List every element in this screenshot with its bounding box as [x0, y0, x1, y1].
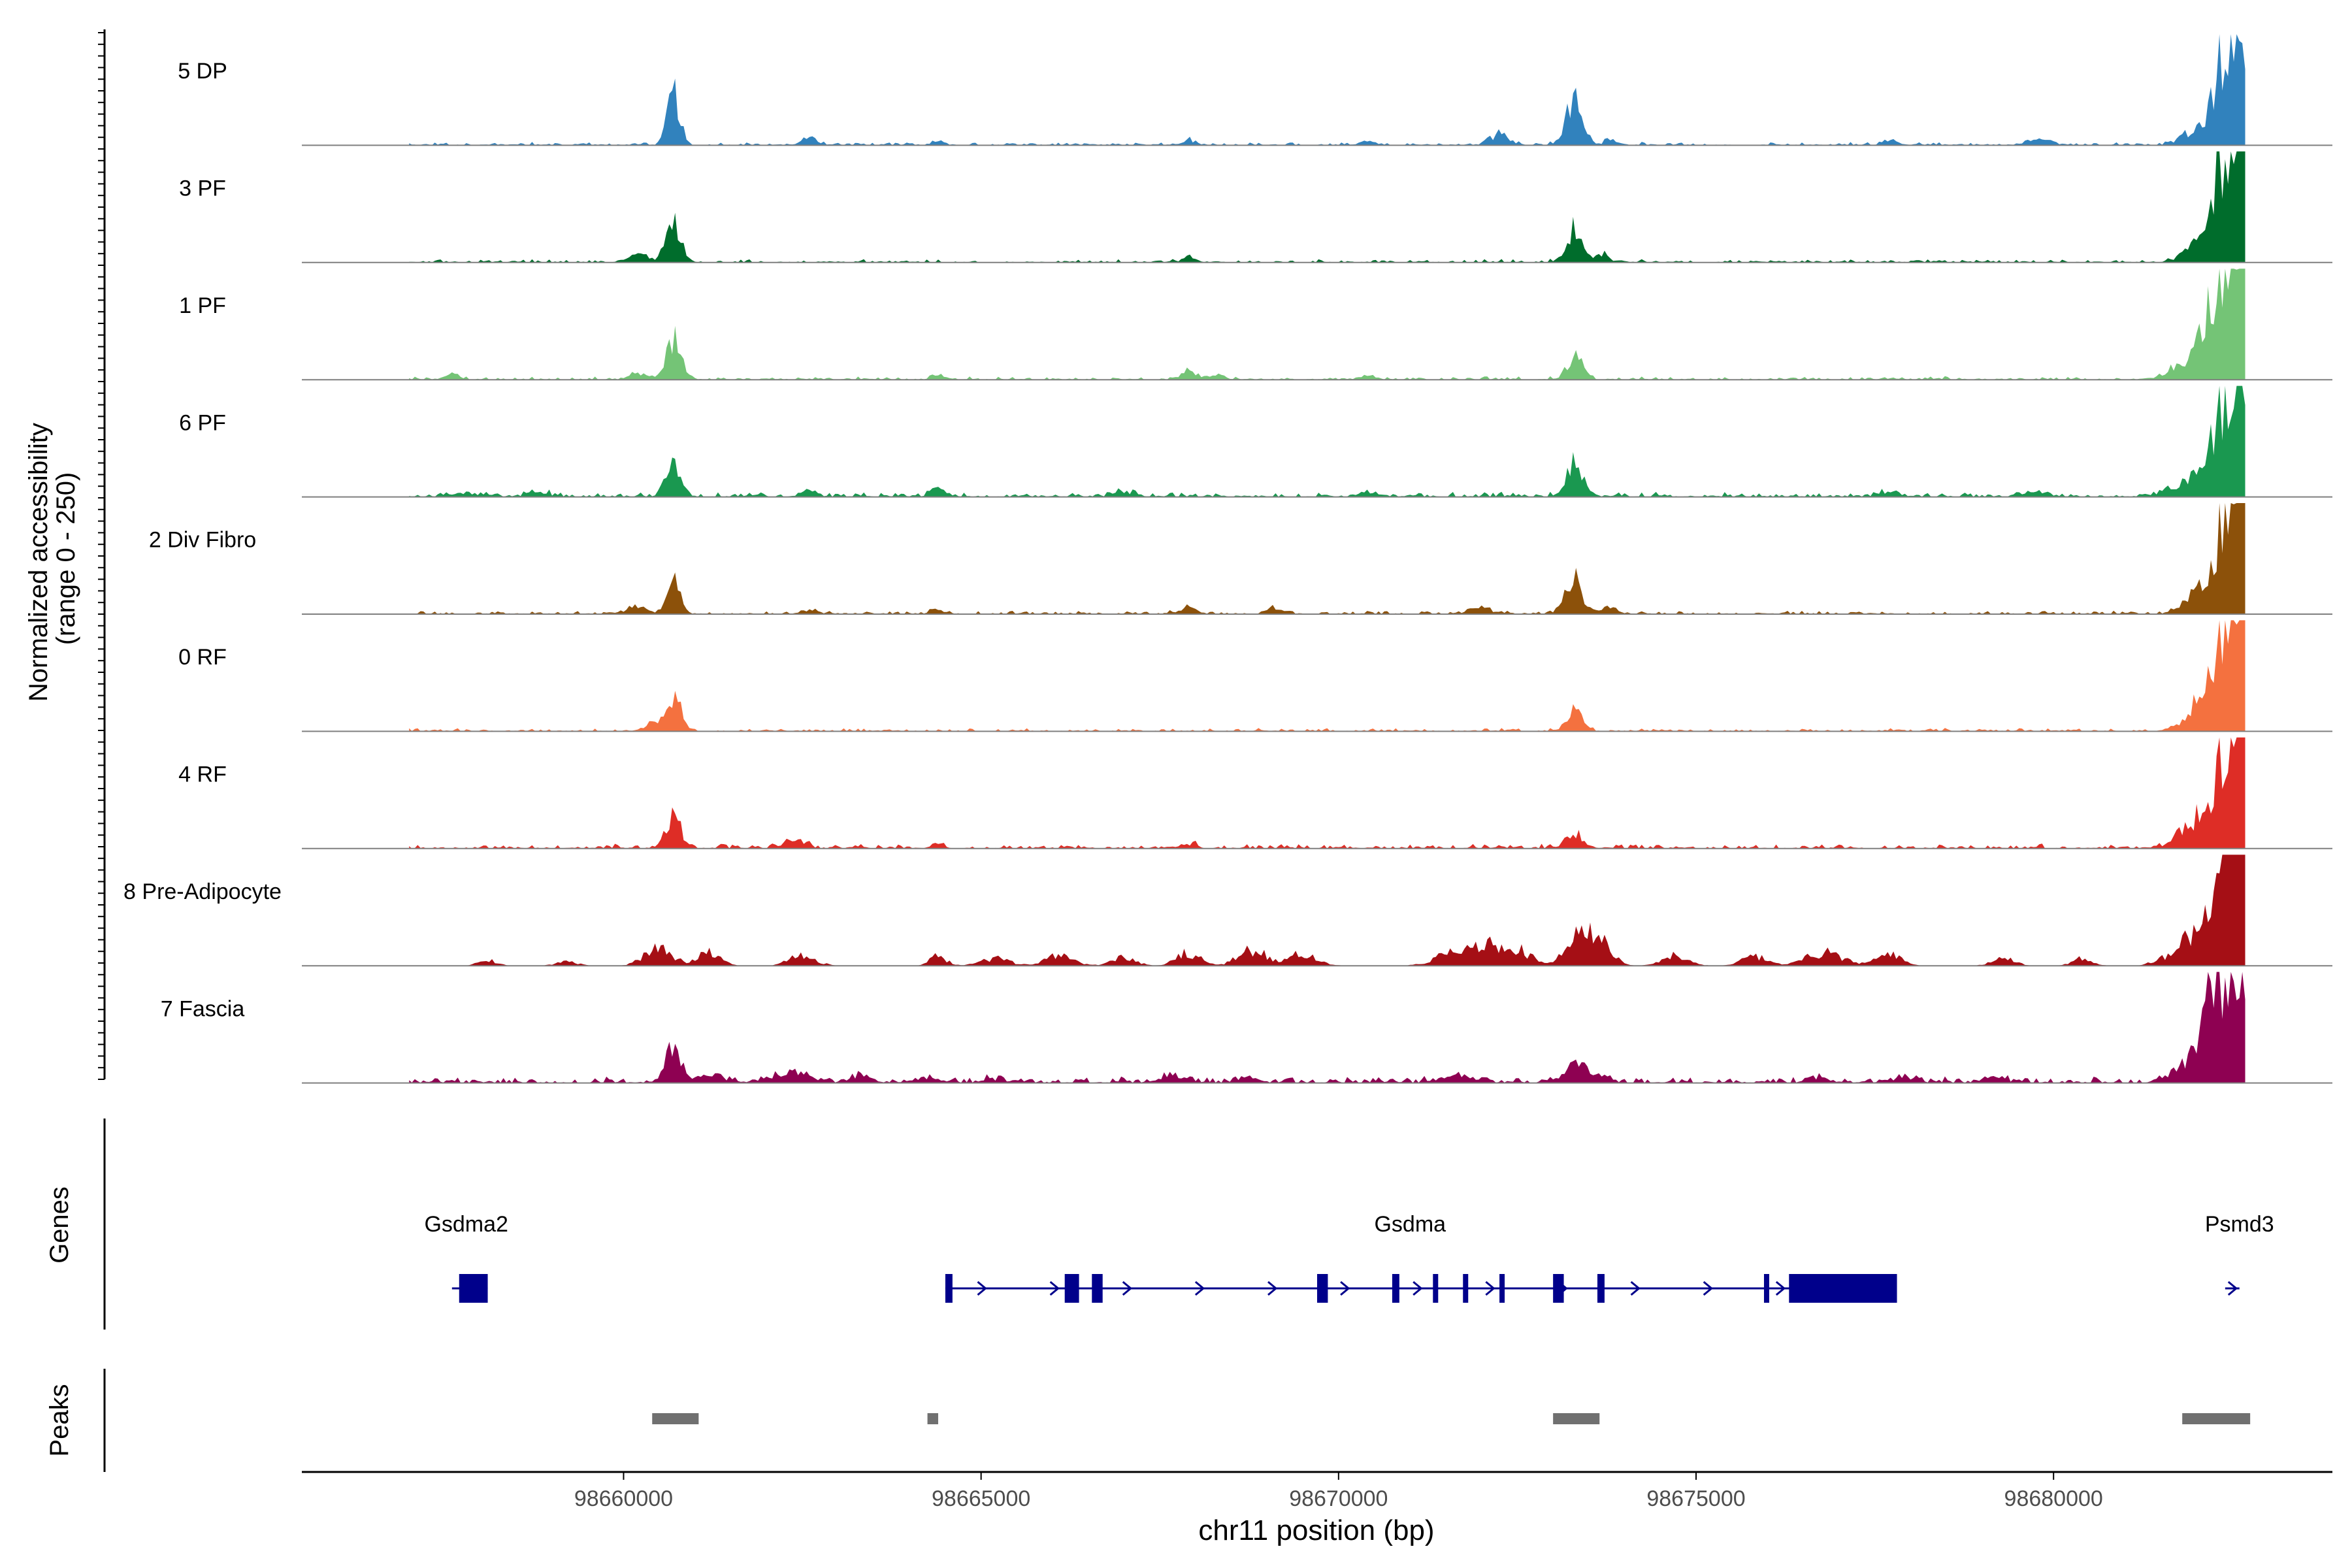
track-7-fascia: 7 Fascia: [161, 972, 2332, 1084]
strand-arrow: [1630, 1281, 1641, 1296]
gene-gsdma2: Gsdma2: [424, 1212, 508, 1303]
genes-panel: Genes Gsdma2 Gsdma Psmd3: [45, 1119, 2274, 1330]
strand-arrow: [1485, 1281, 1495, 1296]
track-label: 1 PF: [179, 293, 226, 318]
coverage-area: [409, 269, 2246, 380]
gene-exon: [1597, 1274, 1605, 1303]
gene-exon: [1463, 1274, 1469, 1303]
track-6-pf: 6 PF: [179, 385, 2332, 498]
x-axis-title: chr11 position (bp): [1198, 1514, 1434, 1546]
gene-exon: [1789, 1274, 1897, 1303]
x-tick-label: 98660000: [574, 1486, 673, 1511]
peaks-label: Peaks: [45, 1384, 74, 1456]
track-label: 6 PF: [179, 410, 226, 435]
strand-arrow: [2227, 1281, 2238, 1296]
genes-label: Genes: [45, 1186, 74, 1264]
coverage-area: [409, 385, 2246, 497]
track-2-div-fibro: 2 Div Fibro: [149, 503, 2332, 615]
x-tick-label: 98670000: [1289, 1486, 1388, 1511]
peak-region: [1553, 1413, 1600, 1424]
strand-arrow: [1340, 1281, 1350, 1296]
strand-arrow: [1194, 1281, 1205, 1296]
gene-exon: [1433, 1274, 1439, 1303]
track-3-pf: 3 PF: [179, 151, 2332, 263]
coverage-area: [409, 737, 2246, 849]
peak-region: [927, 1413, 938, 1424]
coverage-area: [409, 34, 2246, 146]
coverage-area: [409, 620, 2246, 732]
x-axis: 98660000 98665000 98670000 98675000 98680000: [302, 1471, 2332, 1511]
gene-label: Psmd3: [2205, 1212, 2274, 1237]
track-1-pf: 1 PF: [179, 269, 2332, 381]
strand-arrow: [1122, 1281, 1133, 1296]
track-label: 8 Pre-Adipocyte: [123, 879, 282, 904]
track-4-rf: 4 RF: [178, 737, 2332, 849]
strand-arrow: [1413, 1281, 1423, 1296]
coverage-area: [409, 855, 2246, 966]
gene-exon: [1317, 1274, 1328, 1303]
track-label: 2 Div Fibro: [149, 528, 256, 553]
track-8-pre-adipocyte: 8 Pre-Adipocyte: [123, 855, 2332, 967]
y-axis-title: Normalized accessibility (range 0 - 250): [24, 416, 80, 702]
peak-region: [2182, 1413, 2251, 1424]
x-tick-label: 98675000: [1646, 1486, 1745, 1511]
coverage-area: [409, 972, 2246, 1083]
gene-exon: [1553, 1274, 1564, 1303]
track-label: 0 RF: [178, 645, 227, 670]
gene-exon: [945, 1274, 953, 1303]
y-axis-title-line2: (range 0 - 250): [52, 472, 80, 645]
strand-arrow: [1775, 1281, 1786, 1296]
gene-label: Gsdma2: [424, 1212, 508, 1237]
gene-label: Gsdma: [1374, 1212, 1446, 1237]
gene-gsdma: Gsdma: [945, 1212, 1897, 1303]
strand-arrow: [977, 1281, 987, 1296]
gene-exon: [459, 1274, 488, 1303]
track-5-dp: 5 DP: [178, 34, 2332, 146]
gene-exon: [1392, 1274, 1399, 1303]
strand-arrow: [1049, 1281, 1060, 1296]
gene-psmd3: Psmd3: [2205, 1212, 2274, 1296]
strand-arrow: [1267, 1281, 1278, 1296]
y-axis: [98, 29, 106, 1080]
coverage-area: [409, 151, 2246, 263]
coverage-tracks: 5 DP 3 PF 1 PF 6 PF 2 Div Fibro 0 RF 4 RF 8 Pre…: [123, 34, 2332, 1084]
gene-exon: [1499, 1274, 1505, 1303]
peak-region: [652, 1413, 699, 1424]
track-label: 4 RF: [178, 762, 227, 787]
track-0-rf: 0 RF: [178, 620, 2332, 732]
gene-exon: [1763, 1274, 1769, 1303]
coverage-area: [409, 503, 2246, 614]
peaks-panel: Peaks: [45, 1369, 2251, 1472]
y-axis-title-line1: Normalized accessibility: [24, 423, 53, 702]
x-tick-label: 98680000: [2004, 1486, 2103, 1511]
strand-arrow: [1703, 1281, 1714, 1296]
gene-exon: [1092, 1274, 1103, 1303]
track-label: 5 DP: [178, 59, 227, 84]
gene-exon: [1064, 1274, 1079, 1303]
track-label: 3 PF: [179, 176, 226, 201]
track-label: 7 Fascia: [161, 996, 245, 1021]
x-tick-label: 98665000: [932, 1486, 1030, 1511]
